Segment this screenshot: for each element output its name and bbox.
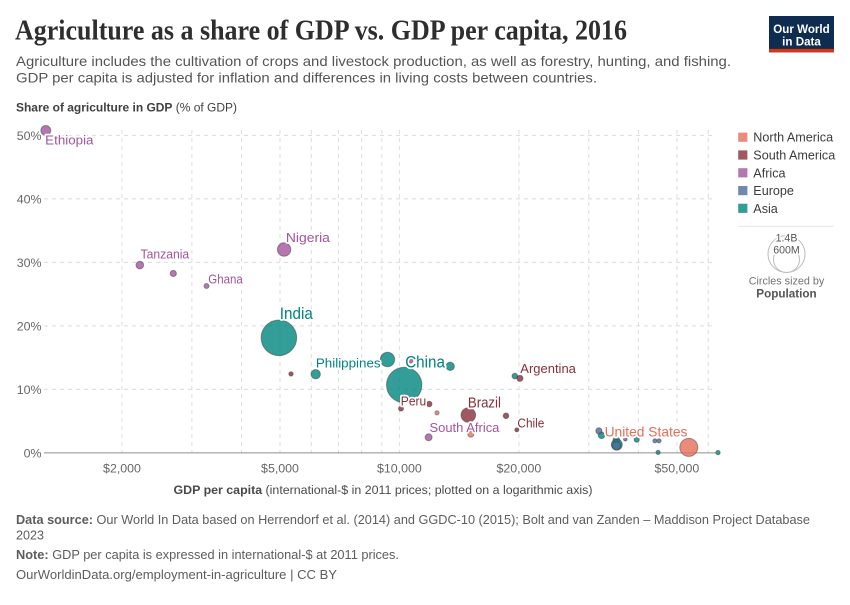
svg-text:Circles sized by: Circles sized by: [749, 276, 825, 288]
svg-text:50%: 50%: [17, 129, 42, 143]
svg-text:Our World: Our World: [773, 23, 829, 36]
svg-text:GDP per capita (international-: GDP per capita (international-$ in 2011 …: [174, 483, 593, 497]
svg-text:Philippines: Philippines: [316, 356, 381, 371]
svg-text:30%: 30%: [17, 256, 42, 270]
svg-text:Argentina: Argentina: [520, 361, 576, 376]
svg-text:600M: 600M: [773, 245, 800, 257]
svg-text:$2,000: $2,000: [103, 462, 141, 476]
svg-text:Agriculture as a share of GDP: Agriculture as a share of GDP vs. GDP pe…: [15, 16, 627, 47]
svg-text:South America: South America: [753, 149, 835, 163]
svg-text:1.4B: 1.4B: [776, 233, 798, 245]
svg-text:Note: GDP per capita is expres: Note: GDP per capita is expressed in int…: [16, 548, 399, 562]
svg-text:40%: 40%: [17, 192, 42, 206]
svg-text:Nigeria: Nigeria: [286, 230, 331, 245]
svg-text:Agriculture includes the culti: Agriculture includes the cultivation of …: [16, 54, 731, 69]
svg-text:Ghana: Ghana: [208, 271, 243, 286]
svg-text:$5,000: $5,000: [261, 462, 299, 476]
svg-text:Ethiopia: Ethiopia: [45, 133, 94, 148]
svg-text:South Africa: South Africa: [430, 420, 501, 435]
svg-text:Population: Population: [756, 288, 816, 301]
svg-text:Share of agriculture in GDP (%: Share of agriculture in GDP (% of GDP): [16, 101, 237, 115]
svg-text:Peru: Peru: [401, 393, 426, 408]
svg-text:0%: 0%: [24, 446, 42, 460]
svg-text:Brazil: Brazil: [468, 395, 501, 411]
svg-text:$50,000: $50,000: [655, 462, 700, 476]
svg-text:GDP per capita is adjusted for: GDP per capita is adjusted for inflation…: [16, 70, 597, 85]
svg-text:North America: North America: [753, 131, 833, 145]
svg-text:Data source: Our World In Data: Data source: Our World In Data based on …: [16, 513, 810, 527]
svg-text:Asia: Asia: [753, 202, 778, 216]
svg-text:$10,000: $10,000: [377, 462, 422, 476]
svg-text:Tanzania: Tanzania: [141, 247, 191, 262]
svg-text:China: China: [405, 353, 446, 371]
svg-text:$20,000: $20,000: [497, 462, 542, 476]
svg-text:10%: 10%: [17, 383, 42, 397]
svg-text:2023: 2023: [16, 529, 44, 543]
svg-text:Africa: Africa: [753, 166, 785, 180]
svg-text:OurWorldinData.org/employment-: OurWorldinData.org/employment-in-agricul…: [16, 568, 338, 582]
svg-text:Europe: Europe: [753, 184, 794, 198]
svg-text:in Data: in Data: [782, 36, 821, 49]
svg-text:India: India: [280, 305, 314, 323]
svg-text:United States: United States: [605, 425, 688, 440]
svg-text:20%: 20%: [17, 319, 42, 333]
svg-text:Chile: Chile: [517, 416, 544, 431]
